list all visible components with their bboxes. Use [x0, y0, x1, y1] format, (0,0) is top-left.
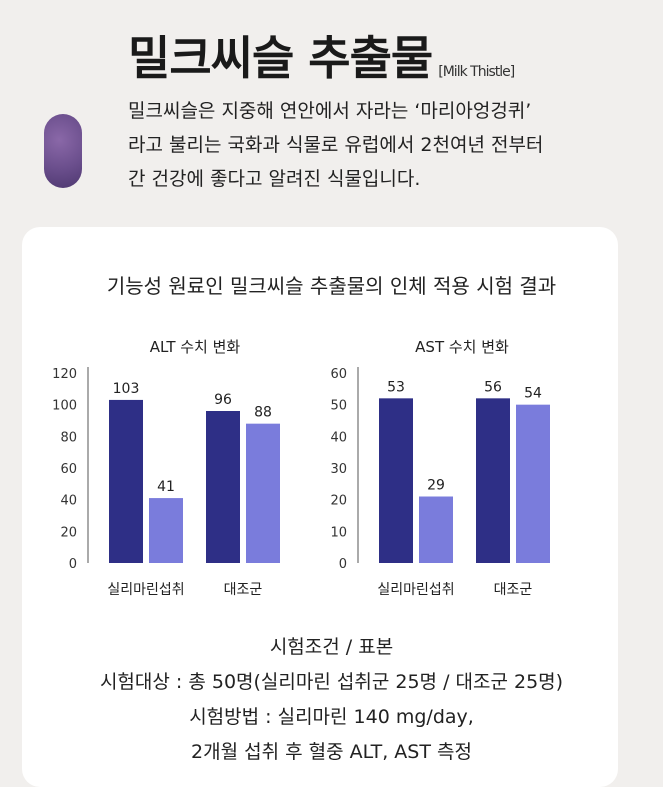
category-label: 대조군: [224, 582, 263, 598]
intro-line: 간 건강에 좋다고 알려진 식물입니다.: [128, 168, 421, 190]
page-title: 밀크씨슬 추출물 [Milk Thistle]: [128, 22, 515, 88]
y-tick-label: 20: [60, 525, 77, 540]
page-subtitle: [Milk Thistle]: [438, 64, 515, 80]
bar: [476, 398, 510, 563]
y-tick-label: 60: [60, 462, 77, 477]
conditions-method: 시험방법 : 실리마린 140 mg/day,: [189, 706, 474, 728]
bar-value-label: 103: [113, 381, 140, 397]
y-tick-label: 0: [69, 557, 77, 572]
bar-value-label: 56: [484, 379, 502, 395]
bar-value-label: 41: [157, 479, 175, 495]
y-tick-label: 50: [330, 399, 347, 414]
category-label: 대조군: [494, 582, 533, 598]
bar-charts: ALT 수치 변화02040608010012010341실리마린섭취9688대…: [52, 338, 550, 598]
card-title: 기능성 원료인 밀크씨슬 추출물의 인체 적용 시험 결과: [106, 274, 557, 298]
bar: [149, 498, 183, 563]
capsule-image: [44, 114, 82, 188]
y-tick-label: 0: [339, 557, 347, 572]
y-tick-label: 10: [330, 525, 347, 540]
intro-text: 밀크씨슬은 지중해 연안에서 자라는 ‘마리아엉겅퀴’ 라고 불리는 국화과 식…: [128, 94, 608, 196]
intro-line: 밀크씨슬은 지중해 연안에서 자라는 ‘마리아엉겅퀴’: [128, 100, 532, 122]
chart-title: AST 수치 변화: [415, 338, 509, 356]
bar: [419, 496, 453, 563]
bar-value-label: 96: [214, 392, 232, 408]
y-tick-label: 120: [52, 367, 77, 382]
bar: [516, 404, 550, 563]
bar: [109, 399, 143, 563]
chart-title: ALT 수치 변화: [150, 338, 241, 356]
bar: [379, 398, 413, 563]
test-conditions: 시험조건 / 표본 시험대상 : 총 50명(실리마린 섭취군 25명 / 대조…: [0, 630, 663, 770]
y-tick-label: 30: [330, 462, 347, 477]
bar-value-label: 54: [524, 386, 542, 402]
y-tick-label: 80: [60, 430, 77, 445]
y-tick-label: 20: [330, 494, 347, 509]
conditions-heading: 시험조건 / 표본: [269, 636, 394, 658]
y-tick-label: 40: [60, 494, 77, 509]
bar: [246, 423, 280, 563]
conditions-subjects: 시험대상 : 총 50명(실리마린 섭취군 25명 / 대조군 25명): [99, 671, 564, 693]
y-tick-label: 60: [330, 367, 347, 382]
bar-value-label: 29: [427, 478, 445, 494]
category-label: 실리마린섭취: [377, 582, 454, 598]
y-tick-label: 100: [52, 399, 77, 414]
category-label: 실리마린섭취: [107, 582, 184, 598]
intro-line: 라고 불리는 국화과 식물로 유럽에서 2천여년 전부터: [128, 134, 544, 156]
y-tick-label: 40: [330, 430, 347, 445]
bar-value-label: 88: [254, 405, 272, 421]
bar: [206, 411, 240, 563]
bar-value-label: 53: [387, 379, 405, 395]
page-title-text: 밀크씨슬 추출물: [128, 31, 433, 85]
conditions-measure: 2개월 섭취 후 혈중 ALT, AST 측정: [191, 741, 472, 763]
